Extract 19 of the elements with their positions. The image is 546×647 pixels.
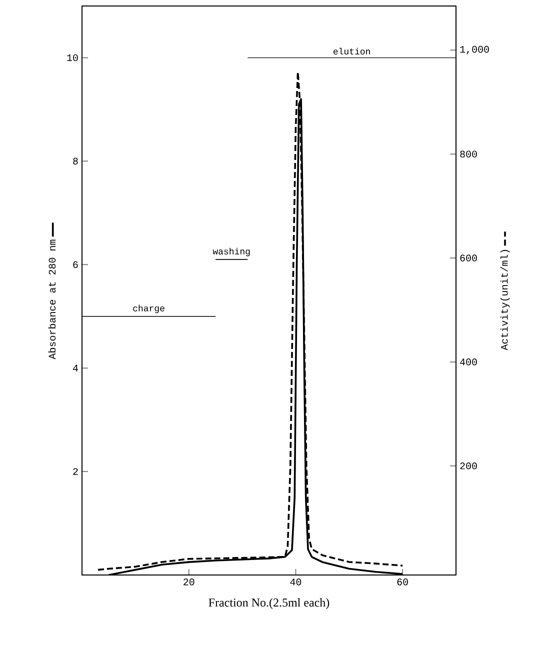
y2-tick-label: 400	[460, 358, 477, 366]
x-tick-label: 40	[290, 578, 302, 586]
x-axis-title: Fraction No.(2.5ml each)	[208, 598, 330, 610]
y2-tick-label: 600	[460, 254, 477, 262]
y-tick-label: 8	[73, 158, 78, 165]
series-label: elution	[333, 48, 370, 55]
y2-tick-label: 1,000	[460, 46, 489, 54]
y-tick-label: 10	[67, 54, 78, 62]
y2-tick-label: 800	[460, 150, 477, 158]
series-label: washing	[212, 248, 250, 256]
x-tick-label: 60	[397, 578, 408, 586]
y2-tick-label: 200	[460, 462, 477, 470]
x-tick-label: 20	[184, 578, 194, 586]
y2-axis-title: Activity(unit/ml)	[500, 250, 510, 350]
series-label: charge	[133, 304, 164, 314]
y-axis-title: Absorbance at 280 nm	[48, 240, 56, 360]
y-tick-label: 4	[72, 364, 78, 372]
y-tick-label: 6	[73, 261, 78, 268]
y-tick-label: 2	[73, 468, 78, 475]
